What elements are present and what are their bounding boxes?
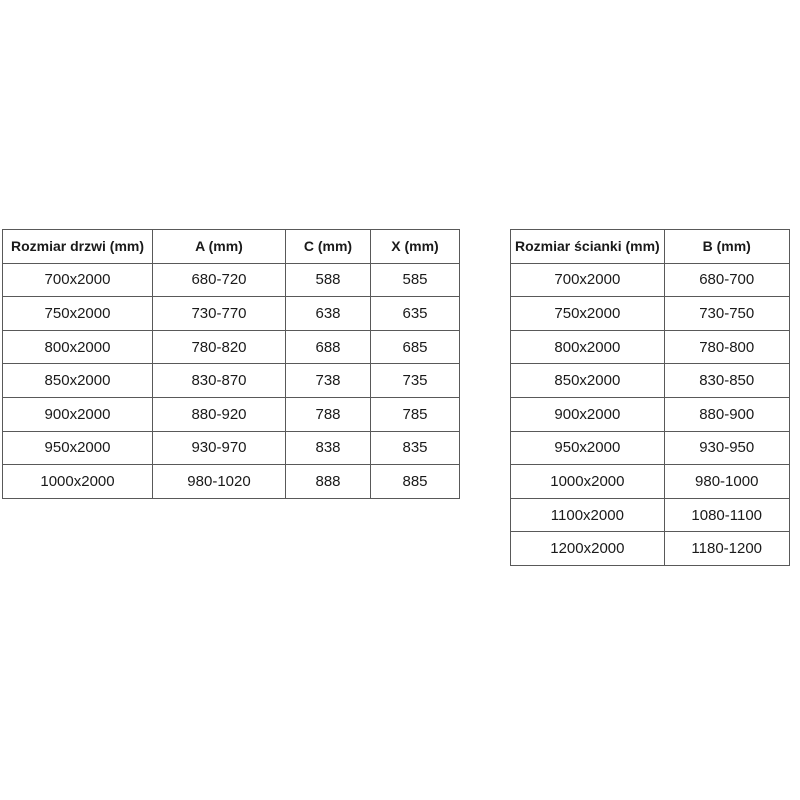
table-cell: 788 [285,396,371,432]
column-header: A (mm) [152,229,286,264]
table-cell: 638 [285,296,371,331]
header-row: Rozmiar ścianki (mm) B (mm) [510,229,790,264]
table-row: 1100x2000 1080-1100 [510,497,790,533]
column-header: Rozmiar ścianki (mm) [510,229,665,264]
column-header: Rozmiar drzwi (mm) [2,229,153,264]
table-cell: 830-850 [663,363,790,398]
table-cell: 950x2000 [510,430,665,466]
table-cell: 585 [370,262,460,298]
table-cell: 850x2000 [510,363,665,398]
table-row: 950x2000 930-970 838 835 [2,430,460,466]
table-cell: 950x2000 [2,430,153,466]
table-row: 700x2000 680-700 [510,262,790,298]
table-row: 900x2000 880-900 [510,396,790,432]
table-cell: 688 [285,329,371,365]
table-cell: 785 [370,396,460,432]
table-cell: 750x2000 [2,296,153,331]
table-row: 750x2000 730-750 [510,296,790,331]
table-cell: 730-770 [152,296,286,331]
table-row: 850x2000 830-870 738 735 [2,363,460,398]
table-cell: 880-900 [663,396,790,432]
table-cell: 980-1020 [152,464,286,499]
table-cell: 838 [285,430,371,466]
table-cell: 800x2000 [510,329,665,365]
table-cell: 885 [370,464,460,499]
table-row: 900x2000 880-920 788 785 [2,396,460,432]
table-cell: 850x2000 [2,363,153,398]
table-cell: 880-920 [152,396,286,432]
table-cell: 685 [370,329,460,365]
table-cell: 888 [285,464,371,499]
table-row: 950x2000 930-950 [510,430,790,466]
table-cell: 735 [370,363,460,398]
table-cell: 730-750 [663,296,790,331]
table-row: 800x2000 780-800 [510,329,790,365]
column-header: X (mm) [370,229,460,264]
table-cell: 980-1000 [663,464,790,499]
header-row: Rozmiar drzwi (mm) A (mm) C (mm) X (mm) [2,229,460,264]
table-cell: 900x2000 [510,396,665,432]
table-cell: 1000x2000 [510,464,665,499]
table-cell: 780-800 [663,329,790,365]
table-row: 750x2000 730-770 638 635 [2,296,460,331]
table-cell: 738 [285,363,371,398]
table-cell: 1000x2000 [2,464,153,499]
table-cell: 700x2000 [2,262,153,298]
table-row: 1200x2000 1180-1200 [510,531,790,566]
table-row: 800x2000 780-820 688 685 [2,329,460,365]
table-cell: 700x2000 [510,262,665,298]
table-row: 1000x2000 980-1000 [510,464,790,499]
table-cell: 680-720 [152,262,286,298]
door-size-table: Rozmiar drzwi (mm) A (mm) C (mm) X (mm) 700… [2,229,460,499]
table-cell: 835 [370,430,460,466]
table-cell: 1180-1200 [663,531,790,566]
table-cell: 1100x2000 [510,497,665,533]
table-cell: 635 [370,296,460,331]
table-cell: 780-820 [152,329,286,365]
table-row: 700x2000 680-720 588 585 [2,262,460,298]
wall-size-table: Rozmiar ścianki (mm) B (mm) 700x2000 680-7… [510,229,790,566]
column-header: B (mm) [663,229,790,264]
table-cell: 830-870 [152,363,286,398]
table-row: 850x2000 830-850 [510,363,790,398]
table-cell: 930-950 [663,430,790,466]
table-cell: 800x2000 [2,329,153,365]
table-cell: 1200x2000 [510,531,665,566]
table-row: 1000x2000 980-1020 888 885 [2,464,460,499]
table-cell: 750x2000 [510,296,665,331]
column-header: C (mm) [285,229,371,264]
table-cell: 680-700 [663,262,790,298]
table-cell: 1080-1100 [663,497,790,533]
table-cell: 588 [285,262,371,298]
table-cell: 930-970 [152,430,286,466]
table-cell: 900x2000 [2,396,153,432]
